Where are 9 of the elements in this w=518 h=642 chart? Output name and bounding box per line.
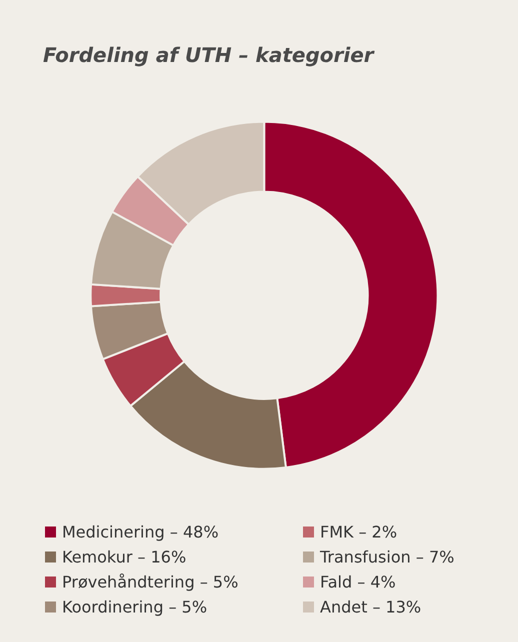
legend-label: Koordinering – 5% — [62, 598, 208, 616]
chart-title: Fordeling af UTH – kategorier — [43, 43, 375, 67]
legend-label: Transfusion – 7% — [319, 548, 454, 566]
legend-label: Prøvehåndtering – 5% — [62, 572, 238, 592]
legend-label: Andet – 13% — [320, 598, 422, 616]
legend-label: Medicinering – 48% — [62, 522, 219, 542]
legend-label: Kemokur – 16% — [62, 548, 186, 566]
legend-label: FMK – 2% — [320, 522, 398, 542]
legend-label: Fald – 4% — [320, 572, 396, 592]
